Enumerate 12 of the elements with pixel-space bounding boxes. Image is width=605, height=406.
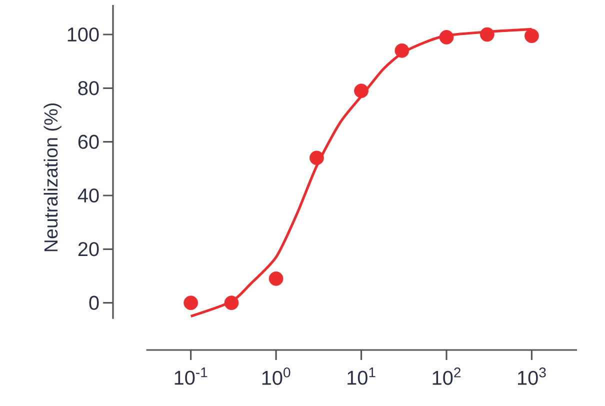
y-tick-label: 0 (89, 296, 99, 310)
y-axis-title: Neutralization (%) (44, 104, 62, 252)
x-tick-label: 10$^{0}$ (262, 368, 290, 385)
y-tick-label: 80 (78, 81, 99, 96)
y-tick-label: 60 (78, 134, 99, 149)
y-tick-label: 20 (78, 242, 99, 256)
x-tick-label: 10$^{2}$ (432, 368, 461, 385)
y-tick-label: 40 (78, 188, 99, 203)
x-tick-label: 10$^{1}$ (348, 368, 376, 385)
x-tick-label: 10$^{3}$ (518, 368, 546, 385)
x-tick-label: 10$^{-1}$ (174, 368, 208, 385)
y-tick-label: 100 (68, 27, 99, 42)
